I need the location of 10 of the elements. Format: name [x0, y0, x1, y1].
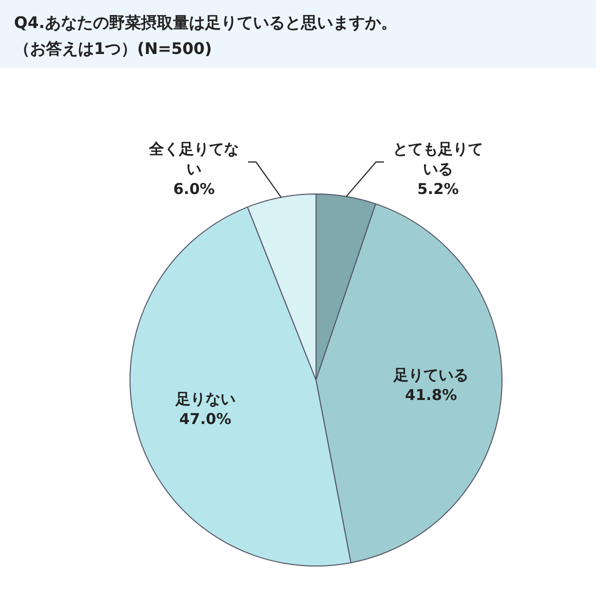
data-label: 47.0% [179, 410, 232, 428]
slice-label: とても足りている [393, 140, 483, 178]
data-label: 5.2% [417, 180, 459, 198]
data-label: 41.8% [405, 386, 458, 404]
slice-label: 足りている [392, 366, 469, 384]
data-label: 6.0% [173, 180, 215, 198]
chart-title: Q4.あなたの野菜摂取量は足りていると思いますか。 [14, 13, 397, 32]
slice-label: 全く足りてない [148, 140, 239, 178]
chart-subtitle: （お答えは1つ）(N=500) [14, 39, 212, 58]
slice-label: 足りない [174, 390, 236, 408]
